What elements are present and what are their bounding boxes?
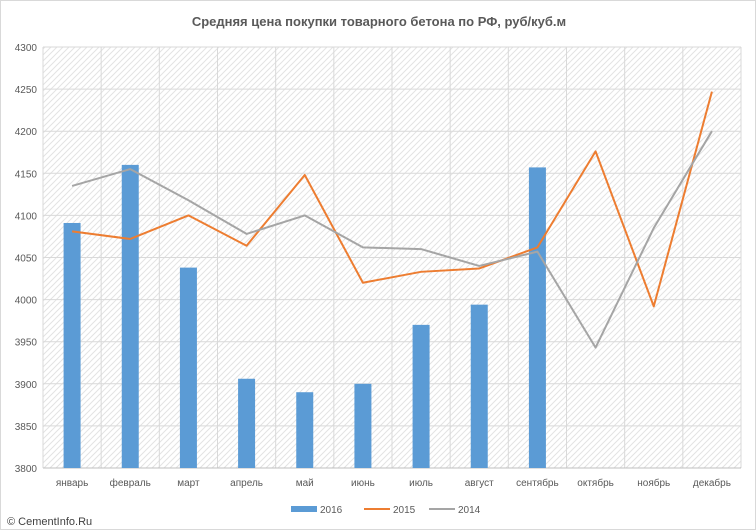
line-2014 [71,130,713,349]
legend-label-2014: 2014 [458,505,481,516]
x-tick-label: январь [56,478,88,489]
bar-2016 [354,383,372,468]
y-tick-label: 4250 [15,85,38,96]
legend-swatch-2016 [291,506,317,512]
x-tick-label: июнь [351,478,375,489]
x-tick-label: август [465,478,494,489]
legend: 2016 2015 2014 [291,505,481,516]
x-tick-label: апрель [230,478,263,489]
x-tick-label: декабрь [693,477,731,489]
x-tick-label: октябрь [577,477,614,489]
legend-label-2015: 2015 [393,505,416,516]
bar-2016 [296,392,314,468]
y-tick-label: 3850 [15,422,38,433]
legend-label-2016: 2016 [320,505,343,516]
x-tick-label: сентябрь [516,477,559,489]
y-axis: 3800 3850 3900 3950 4000 4050 4100 4150 4200 4250… [15,43,38,475]
bar-2016 [121,164,139,468]
line-2015 [71,91,713,308]
x-tick-label: март [177,478,200,489]
y-tick-label: 4200 [15,127,38,138]
x-tick-label: ноябрь [637,477,670,489]
bar-2016 [412,324,430,468]
x-tick-label: июль [409,478,433,489]
y-tick-label: 4050 [15,254,38,265]
bar-2016 [238,378,256,468]
bar-2016 [63,222,81,468]
chart-title: Средняя цена покупки товарного бетона по… [192,14,566,29]
line-series [71,91,713,349]
grid-lines [42,46,742,469]
bar-2016 [179,267,197,468]
watermark-text: © CementInfo.Ru [7,516,92,528]
y-tick-label: 3800 [15,464,38,475]
bar-series-2016 [63,164,546,468]
x-axis: январь февраль март апрель май июнь июль август… [56,477,731,489]
bar-2016 [470,304,488,468]
y-tick-label: 4000 [15,296,38,307]
y-tick-label: 4100 [15,211,38,222]
y-tick-label: 4300 [15,43,38,54]
x-tick-label: май [296,478,314,489]
y-tick-label: 3950 [15,338,38,349]
bar-2016 [528,167,546,468]
y-tick-label: 4150 [15,169,38,180]
y-tick-label: 3900 [15,380,38,391]
x-tick-label: февраль [110,477,151,489]
